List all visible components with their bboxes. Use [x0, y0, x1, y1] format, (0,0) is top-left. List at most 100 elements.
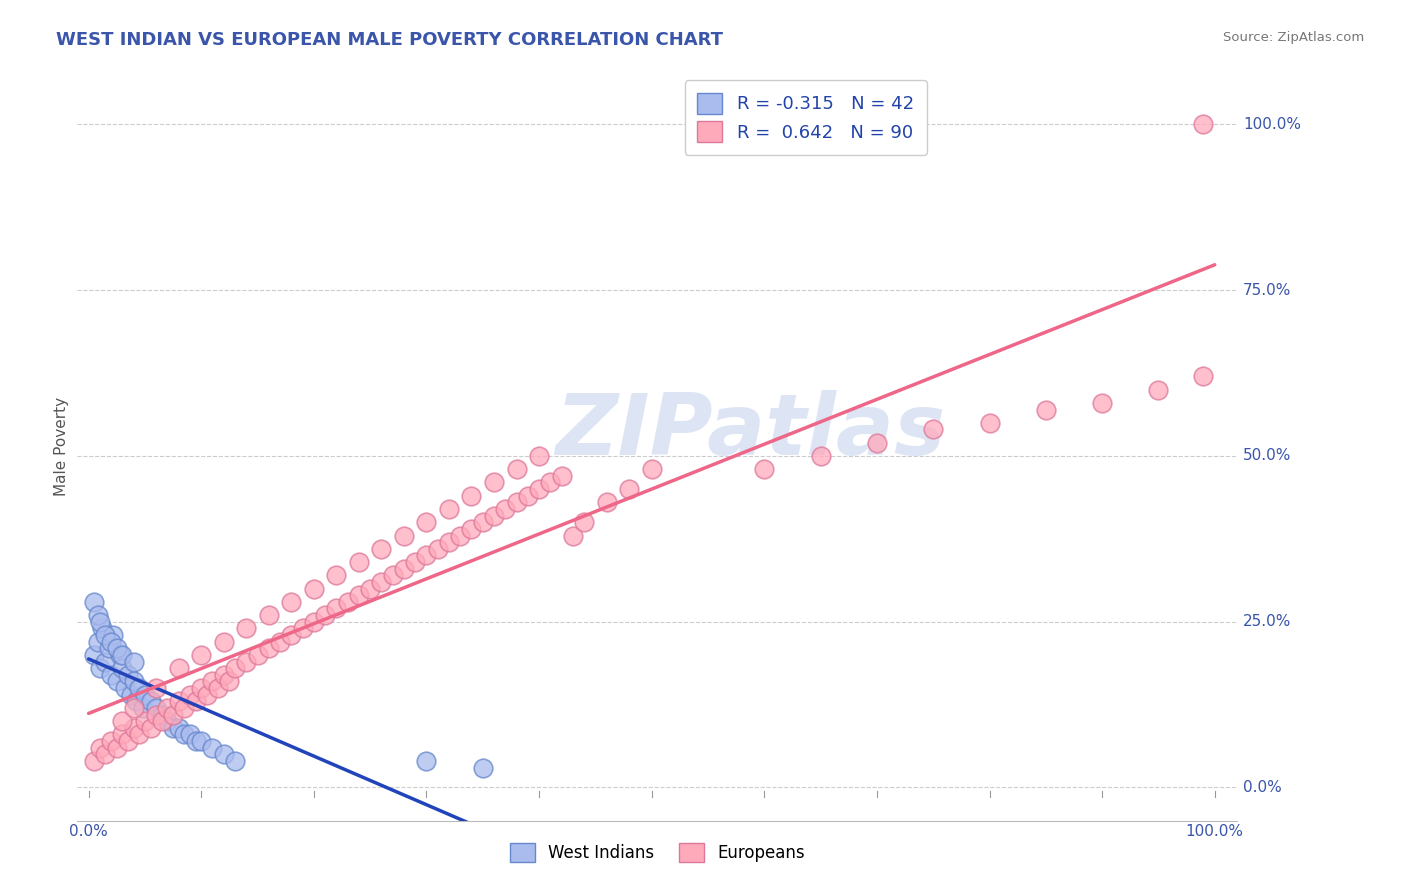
Point: [190, 681, 212, 695]
Point: [122, 655, 145, 669]
Point: [471, 515, 494, 529]
Point: [471, 761, 494, 775]
Point: [325, 601, 347, 615]
Point: [538, 475, 561, 490]
Point: [134, 714, 156, 728]
Point: [167, 721, 190, 735]
Point: [572, 515, 595, 529]
Point: [866, 435, 889, 450]
Point: [94, 655, 117, 669]
Point: [482, 508, 505, 523]
Point: [184, 734, 207, 748]
Text: 100.0%: 100.0%: [1243, 117, 1301, 132]
Point: [617, 482, 640, 496]
Point: [460, 489, 482, 503]
Text: 75.0%: 75.0%: [1243, 283, 1291, 298]
Point: [212, 667, 235, 681]
Text: 100.0%: 100.0%: [1185, 824, 1244, 839]
Point: [415, 549, 437, 563]
Point: [111, 661, 134, 675]
Point: [415, 515, 437, 529]
Point: [100, 734, 122, 748]
Point: [347, 555, 370, 569]
Text: Source: ZipAtlas.com: Source: ZipAtlas.com: [1223, 31, 1364, 45]
Point: [302, 582, 325, 596]
Point: [314, 608, 336, 623]
Point: [325, 568, 347, 582]
Point: [392, 562, 415, 576]
Point: [89, 740, 111, 755]
Point: [122, 674, 145, 689]
Point: [122, 701, 145, 715]
Point: [392, 528, 415, 542]
Point: [83, 754, 105, 768]
Point: [105, 740, 128, 755]
Point: [103, 628, 125, 642]
Point: [218, 674, 240, 689]
Point: [195, 688, 218, 702]
Point: [640, 462, 662, 476]
Point: [527, 482, 550, 496]
Point: [167, 661, 190, 675]
Point: [145, 701, 167, 715]
Point: [291, 621, 314, 635]
Point: [145, 707, 167, 722]
Point: [111, 714, 134, 728]
Point: [207, 681, 229, 695]
Point: [190, 648, 212, 662]
Point: [111, 648, 134, 662]
Point: [108, 648, 131, 662]
Text: 0.0%: 0.0%: [1243, 780, 1282, 795]
Point: [212, 747, 235, 762]
Point: [810, 449, 832, 463]
Point: [269, 634, 291, 648]
Point: [280, 628, 302, 642]
Point: [1091, 396, 1114, 410]
Point: [1192, 117, 1215, 131]
Point: [145, 681, 167, 695]
Point: [100, 634, 122, 648]
Point: [359, 582, 381, 596]
Point: [94, 747, 117, 762]
Point: [139, 694, 162, 708]
Point: [347, 588, 370, 602]
Point: [97, 641, 120, 656]
Text: 50.0%: 50.0%: [1243, 449, 1291, 464]
Point: [179, 727, 201, 741]
Point: [184, 694, 207, 708]
Point: [979, 416, 1001, 430]
Point: [370, 574, 392, 589]
Point: [404, 555, 426, 569]
Point: [173, 727, 195, 741]
Point: [449, 528, 471, 542]
Point: [550, 468, 572, 483]
Point: [150, 707, 173, 722]
Point: [105, 641, 128, 656]
Point: [224, 661, 246, 675]
Point: [505, 495, 527, 509]
Point: [415, 754, 437, 768]
Point: [426, 541, 449, 556]
Point: [381, 568, 404, 582]
Point: [173, 701, 195, 715]
Point: [128, 681, 150, 695]
Point: [527, 449, 550, 463]
Point: [505, 462, 527, 476]
Point: [190, 734, 212, 748]
Text: WEST INDIAN VS EUROPEAN MALE POVERTY CORRELATION CHART: WEST INDIAN VS EUROPEAN MALE POVERTY COR…: [56, 31, 723, 49]
Point: [156, 701, 179, 715]
Point: [120, 688, 142, 702]
Point: [91, 621, 114, 635]
Point: [139, 721, 162, 735]
Point: [89, 661, 111, 675]
Point: [437, 535, 460, 549]
Point: [302, 615, 325, 629]
Point: [89, 615, 111, 629]
Legend: West Indians, Europeans: West Indians, Europeans: [503, 836, 811, 869]
Point: [150, 714, 173, 728]
Point: [437, 502, 460, 516]
Point: [280, 595, 302, 609]
Point: [494, 502, 516, 516]
Point: [1035, 402, 1057, 417]
Point: [257, 641, 280, 656]
